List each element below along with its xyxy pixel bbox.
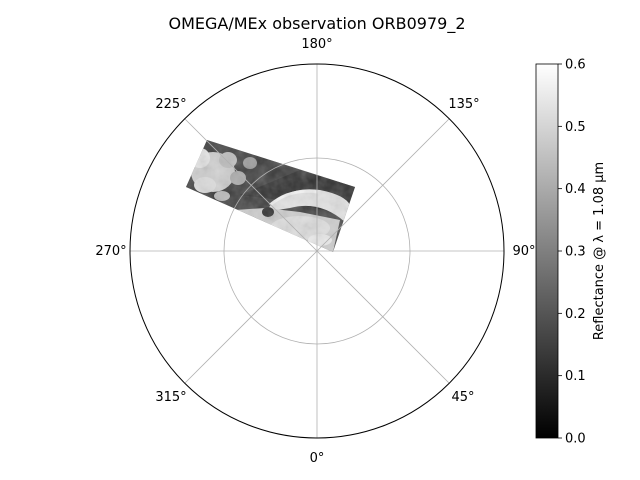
tick-label-45: 45° <box>451 390 474 405</box>
colorbar: 0.0 0.1 0.2 0.3 0.4 0.5 0.6 Reflectance @ λ = … <box>535 58 607 447</box>
chart-title: OMEGA/MEx observation ORB0979_2 <box>168 14 465 34</box>
colorbar-tick-label: 0.0 <box>565 432 586 447</box>
colorbar-tick-label: 0.2 <box>565 307 586 322</box>
colorbar-tick-label: 0.5 <box>565 120 586 135</box>
tick-label-225: 225° <box>155 97 186 112</box>
tick-label-135: 135° <box>448 97 479 112</box>
polar-axes <box>130 64 504 438</box>
angular-tick-labels: 0° 45° 90° 135° 180° 225° 270° 315° <box>95 37 535 466</box>
colorbar-gradient <box>535 63 559 439</box>
angular-gridline-135-315 <box>184 118 450 384</box>
polar-frame <box>129 63 505 439</box>
tick-label-90: 90° <box>512 244 535 259</box>
colorbar-label: Reflectance @ λ = 1.08 µm <box>592 162 607 340</box>
observation-strip <box>186 140 355 252</box>
tick-label-180: 180° <box>301 37 332 52</box>
colorbar-tick-label: 0.1 <box>565 369 586 384</box>
tick-label-315: 315° <box>155 390 186 405</box>
colorbar-tick-label: 0.4 <box>565 182 586 197</box>
colorbar-tick-label: 0.3 <box>565 245 586 260</box>
colorbar-ticks: 0.0 0.1 0.2 0.3 0.4 0.5 0.6 <box>558 58 586 447</box>
tick-label-0: 0° <box>310 451 325 466</box>
colorbar-tick-label: 0.6 <box>565 58 586 73</box>
tick-label-270: 270° <box>95 244 126 259</box>
